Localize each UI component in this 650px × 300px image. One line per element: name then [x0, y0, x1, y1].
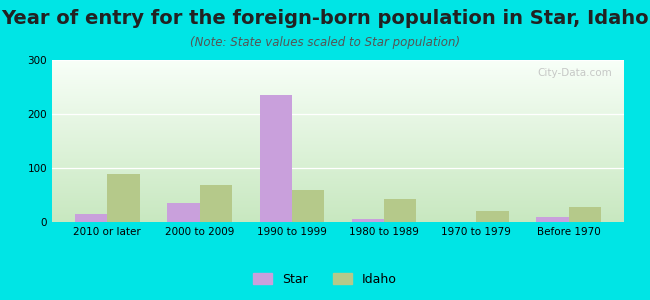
- Bar: [200, 185, 232, 222]
- Bar: [167, 203, 200, 222]
- Text: City-Data.com: City-Data.com: [538, 68, 612, 78]
- Bar: [107, 175, 140, 222]
- Text: Year of entry for the foreign-born population in Star, Idaho: Year of entry for the foreign-born popul…: [1, 9, 649, 28]
- Bar: [259, 95, 292, 222]
- Bar: [569, 207, 601, 222]
- Bar: [476, 211, 509, 222]
- Bar: [536, 217, 569, 222]
- Legend: Star, Idaho: Star, Idaho: [248, 268, 402, 291]
- Text: (Note: State values scaled to Star population): (Note: State values scaled to Star popul…: [190, 36, 460, 49]
- Bar: [352, 219, 384, 222]
- Bar: [384, 199, 417, 222]
- Bar: [292, 190, 324, 222]
- Bar: [75, 214, 107, 222]
